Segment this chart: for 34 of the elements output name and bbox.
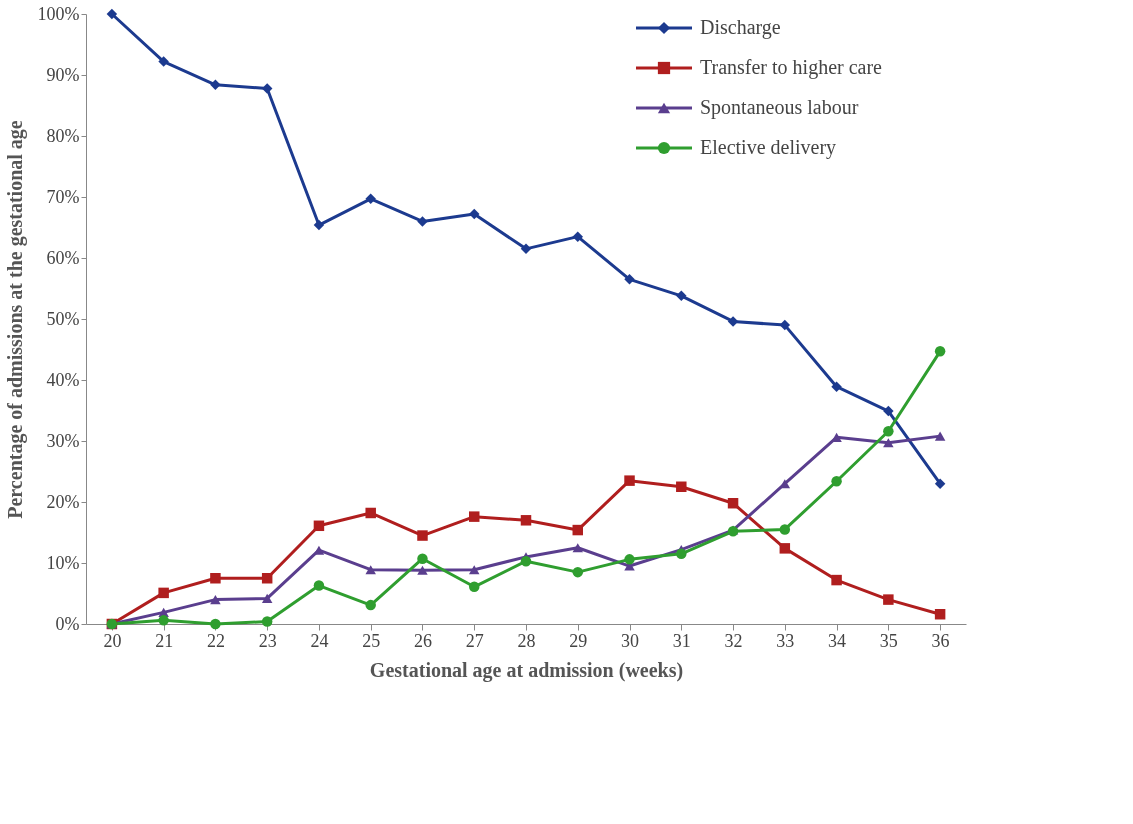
y-tick-label: 10%	[46, 552, 80, 573]
y-tick-label: 30%	[46, 430, 80, 451]
x-tick-label: 35	[879, 630, 898, 651]
x-tick-label: 24	[310, 630, 329, 651]
x-tick-label: 30	[621, 630, 640, 651]
legend-label: Spontaneous labour	[700, 96, 859, 119]
legend-label: Elective delivery	[700, 136, 837, 159]
x-tick-label: 21	[155, 630, 174, 651]
y-tick-label: 90%	[46, 64, 80, 85]
x-tick-label: 29	[569, 630, 588, 651]
x-tick-label: 36	[931, 630, 950, 651]
x-tick-label: 20	[103, 630, 122, 651]
y-tick-label: 0%	[55, 613, 80, 634]
x-tick-label: 26	[413, 630, 432, 651]
legend-label: Discharge	[700, 16, 781, 39]
x-tick-label: 27	[465, 630, 484, 651]
x-tick-label: 28	[517, 630, 536, 651]
x-tick-label: 32	[724, 630, 743, 651]
x-tick-label: 22	[206, 630, 225, 651]
x-tick-label: 31	[672, 630, 691, 651]
y-tick-label: 40%	[46, 369, 80, 390]
x-axis-title: Gestational age at admission (weeks)	[369, 658, 684, 682]
y-tick-label: 60%	[46, 247, 80, 268]
y-tick-label: 80%	[46, 125, 80, 146]
x-tick-label: 25	[362, 630, 381, 651]
legend-label: Transfer to higher care	[700, 56, 883, 79]
y-tick-label: 70%	[46, 186, 80, 207]
x-tick-label: 34	[828, 630, 847, 651]
y-axis-title: Percentage of admissions at the gestational age	[3, 120, 27, 519]
y-tick-label: 100%	[37, 3, 80, 24]
y-tick-label: 20%	[46, 491, 80, 512]
x-tick-label: 23	[258, 630, 277, 651]
x-tick-label: 33	[776, 630, 795, 651]
y-tick-label: 50%	[46, 308, 80, 329]
